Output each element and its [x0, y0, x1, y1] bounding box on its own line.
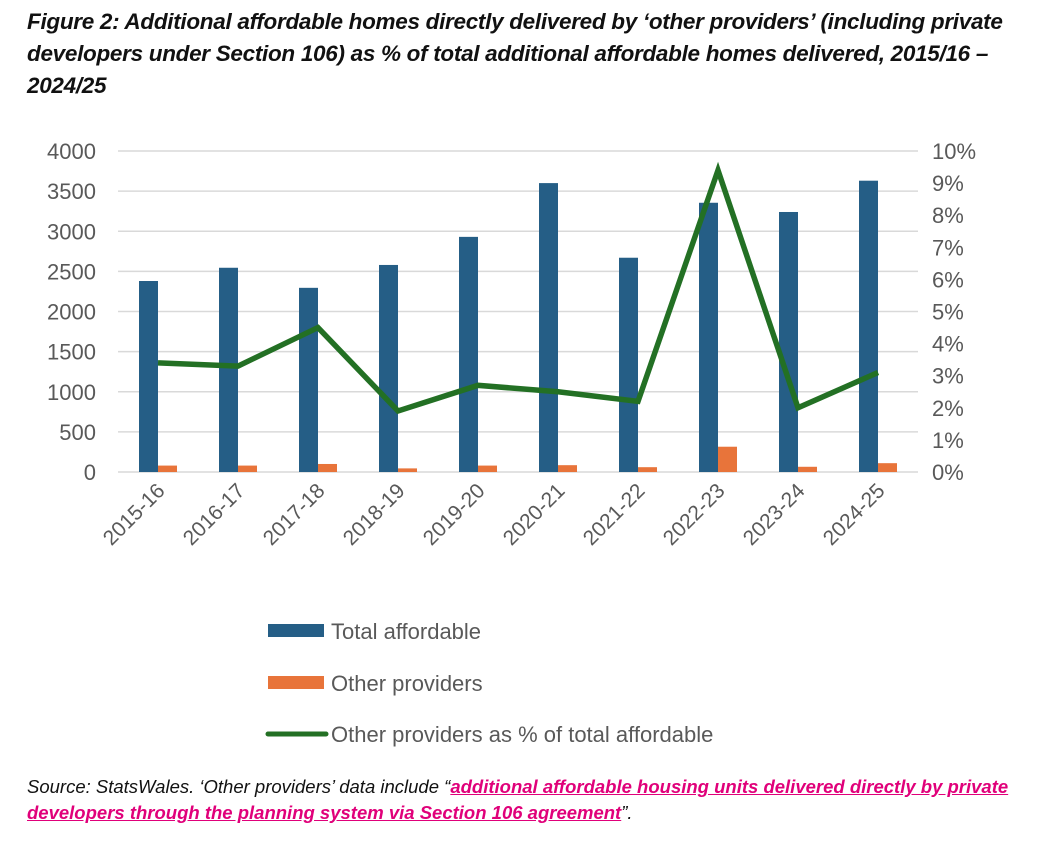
source-suffix: ”.: [621, 802, 633, 823]
y-right-tick-label: 1%: [932, 428, 964, 453]
y-left-tick-label: 2000: [47, 300, 96, 325]
y-axis-left: 0 500 1000 1500 2000 2500 3000 3500 4000: [47, 139, 96, 485]
y-left-tick-label: 500: [59, 420, 96, 445]
source-note: Source: StatsWales. ‘Other providers’ da…: [27, 774, 1027, 826]
y-right-tick-label: 4%: [932, 332, 964, 357]
y-left-tick-label: 3500: [47, 179, 96, 204]
bar-other-providers: [398, 468, 417, 472]
bar-other-providers: [318, 463, 337, 472]
y-left-tick-label: 4000: [47, 139, 96, 164]
legend-swatch-other-providers: [268, 676, 324, 689]
bar-total-affordable: [379, 264, 398, 472]
y-left-tick-label: 0: [84, 460, 96, 485]
x-tick-label: 2020-21: [499, 479, 570, 550]
bar-total-affordable: [299, 287, 318, 472]
source-prefix: Source: StatsWales. ‘Other providers’ da…: [27, 776, 451, 797]
bar-other-providers: [558, 465, 577, 472]
bar-total-affordable: [139, 281, 158, 472]
y-right-tick-label: 10%: [932, 139, 976, 164]
legend-label: Total affordable: [331, 619, 481, 644]
bar-other-providers: [158, 465, 177, 472]
source-link[interactable]: additional affordable housing units deli…: [27, 776, 1009, 823]
x-tick-label: 2019-20: [419, 479, 490, 550]
y-right-tick-label: 6%: [932, 267, 964, 292]
combo-chart: 0 500 1000 1500 2000 2500 3000 3500 4000 0% 1% 2% 3…: [47, 139, 976, 747]
figure-title: Figure 2: Additional affordable homes di…: [27, 9, 1003, 98]
bar-other-providers: [878, 463, 897, 472]
y-right-tick-label: 3%: [932, 364, 964, 389]
legend: Total affordable Other providers Other pro…: [265, 619, 713, 747]
x-tick-label: 2017-18: [259, 479, 330, 550]
gridlines: [118, 150, 918, 473]
x-tick-label: 2016-17: [179, 479, 250, 550]
y-right-tick-label: 9%: [932, 171, 964, 196]
y-left-tick-label: 1500: [47, 340, 96, 365]
y-right-tick-label: 5%: [932, 300, 964, 325]
line-percent-series: [157, 161, 880, 415]
bar-total-affordable: [219, 267, 238, 472]
y-right-tick-label: 2%: [932, 396, 964, 421]
bar-total-affordable: [459, 236, 478, 472]
y-left-tick-label: 1000: [47, 380, 96, 405]
bar-total-affordable: [779, 211, 798, 472]
x-tick-label: 2023-24: [739, 479, 810, 550]
y-axis-right: 0% 1% 2% 3% 4% 5% 6% 7% 8% 9% 10%: [932, 139, 976, 485]
x-axis-labels: 2015-16 2016-17 2017-18 2018-19 2019-20 2020-…: [99, 479, 890, 550]
y-right-tick-label: 0%: [932, 460, 964, 485]
x-tick-label: 2021-22: [579, 479, 650, 550]
bar-total-affordable: [859, 180, 878, 472]
bar-total-affordable: [699, 202, 718, 472]
y-left-tick-label: 2500: [47, 259, 96, 284]
y-right-tick-label: 7%: [932, 235, 964, 260]
legend-label: Other providers as % of total affordable: [331, 722, 713, 747]
bar-total-affordable: [539, 183, 558, 472]
percent-line: [157, 161, 880, 415]
x-tick-label: 2024-25: [819, 479, 890, 550]
bar-other-providers: [478, 465, 497, 472]
bar-other-providers: [718, 446, 737, 472]
bar-other-providers: [638, 467, 657, 472]
bar-other-providers: [238, 465, 257, 472]
bar-other-providers: [798, 466, 817, 472]
legend-swatch-total-affordable: [268, 624, 324, 637]
x-tick-label: 2015-16: [99, 479, 170, 550]
bars: [139, 180, 897, 472]
x-tick-label: 2018-19: [339, 479, 410, 550]
bar-total-affordable: [619, 257, 638, 472]
x-tick-label: 2022-23: [659, 479, 730, 550]
y-left-tick-label: 3000: [47, 219, 96, 244]
legend-label: Other providers: [331, 671, 483, 696]
y-right-tick-label: 8%: [932, 203, 964, 228]
